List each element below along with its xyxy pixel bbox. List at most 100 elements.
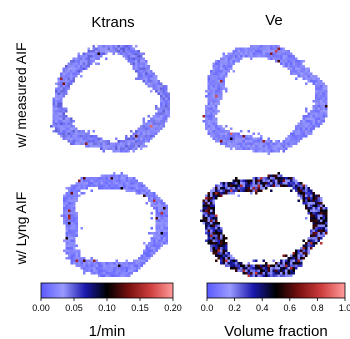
heatmap-cell — [212, 227, 215, 230]
heatmap-cell — [235, 137, 238, 140]
heatmap-cell — [155, 132, 158, 135]
heatmap-cell — [307, 115, 310, 118]
heatmap-cell — [302, 199, 305, 202]
heatmap-cell — [277, 264, 280, 267]
heatmap-cell — [85, 264, 88, 267]
heatmap-cell — [227, 65, 230, 68]
heatmap-cell — [310, 127, 313, 130]
heatmap-cell — [320, 115, 323, 118]
heatmap-cell — [155, 247, 158, 250]
heatmap-cell — [158, 229, 161, 232]
heatmap-cell — [123, 267, 126, 270]
heatmap-cell — [220, 67, 223, 70]
heatmap-cell — [217, 257, 220, 260]
heatmap-cell — [52, 120, 55, 123]
heatmap-cell — [158, 207, 161, 210]
heatmap-cell — [250, 184, 253, 187]
heatmap-cell — [215, 127, 218, 130]
colorbar-tick-label: 0.20 — [164, 303, 182, 313]
heatmap-cell — [225, 125, 228, 128]
heatmap-cell — [302, 132, 305, 135]
heatmap-cell — [100, 50, 103, 53]
heatmap-cell — [212, 132, 215, 135]
heatmap-cell — [205, 122, 208, 125]
heatmap-cell — [292, 257, 295, 260]
heatmap-cell — [225, 65, 228, 68]
heatmap-cell — [305, 189, 308, 192]
heatmap-cell — [67, 127, 70, 130]
heatmap-cell — [290, 184, 293, 187]
heatmap-cell — [125, 174, 128, 177]
heatmap-cell — [57, 87, 60, 90]
heatmap-cell — [292, 177, 295, 180]
heatmap-cell — [138, 259, 141, 262]
heatmap-cell — [75, 60, 78, 63]
heatmap-cell — [68, 192, 71, 195]
heatmap-cell — [65, 194, 68, 197]
heatmap-cell — [297, 132, 300, 135]
heatmap-cell — [57, 115, 60, 118]
heatmap-cell — [212, 105, 215, 108]
heatmap-cell — [128, 184, 131, 187]
heatmap-cell — [322, 115, 325, 118]
heatmap-cell — [237, 52, 240, 55]
heatmap-cell — [250, 147, 253, 150]
heatmap-cell — [127, 145, 130, 148]
heatmap-cell — [75, 244, 78, 247]
heatmap-cell — [207, 82, 210, 85]
heatmap-cell — [88, 262, 91, 265]
heatmap-cell — [217, 132, 220, 135]
heatmap-cell — [73, 242, 76, 245]
heatmap-cell — [68, 227, 71, 230]
heatmap-cell — [98, 267, 101, 270]
heatmap-cell — [312, 105, 315, 108]
heatmap-cell — [163, 217, 166, 220]
heatmap-cell — [220, 65, 223, 68]
heatmap-cell — [87, 137, 90, 140]
heatmap-cell — [290, 179, 293, 182]
heatmap-cell — [310, 110, 313, 113]
heatmap-cell — [317, 120, 320, 123]
heatmap-cell — [93, 182, 96, 185]
heatmap-cell — [70, 80, 73, 83]
heatmap-cell — [227, 55, 230, 58]
heatmap-cell — [140, 67, 143, 70]
heatmap-cell — [67, 70, 70, 73]
heatmap-cell — [230, 127, 233, 130]
heatmap-cell — [280, 55, 283, 58]
heatmap-cell — [67, 140, 70, 143]
heatmap-cell — [310, 219, 313, 222]
colorbar-tick-label: 0.4 — [256, 303, 269, 313]
heatmap-cell — [157, 125, 160, 128]
heatmap-cell — [287, 184, 290, 187]
heatmap-cell — [225, 75, 228, 78]
heatmap-cell — [140, 125, 143, 128]
heatmap-cell — [302, 122, 305, 125]
heatmap-cell — [78, 252, 81, 255]
heatmap-cell — [165, 102, 168, 105]
heatmap-cell — [105, 174, 108, 177]
heatmap-cell — [245, 137, 248, 140]
heatmap-cell — [150, 75, 153, 78]
heatmap-cell — [235, 182, 238, 185]
heatmap-cell — [150, 239, 153, 242]
heatmap-cell — [132, 147, 135, 150]
heatmap-cell — [67, 137, 70, 140]
heatmap-cell — [132, 140, 135, 143]
heatmap-cell — [230, 267, 233, 270]
heatmap-cell — [102, 145, 105, 148]
heatmap-cell — [147, 122, 150, 125]
heatmap-cell — [300, 252, 303, 255]
heatmap-cell — [310, 237, 313, 240]
heatmap-cell — [310, 72, 313, 75]
heatmap-cell — [282, 179, 285, 182]
heatmap-cell — [73, 254, 76, 257]
heatmap-cell — [215, 242, 218, 245]
heatmap-cell — [78, 194, 81, 197]
heatmap-cell — [62, 107, 65, 110]
heatmap-cell — [145, 194, 148, 197]
heatmap-cell — [148, 254, 151, 257]
heatmap-cell — [135, 182, 138, 185]
heatmap-cell — [245, 145, 248, 148]
heatmap-cell — [225, 60, 228, 63]
